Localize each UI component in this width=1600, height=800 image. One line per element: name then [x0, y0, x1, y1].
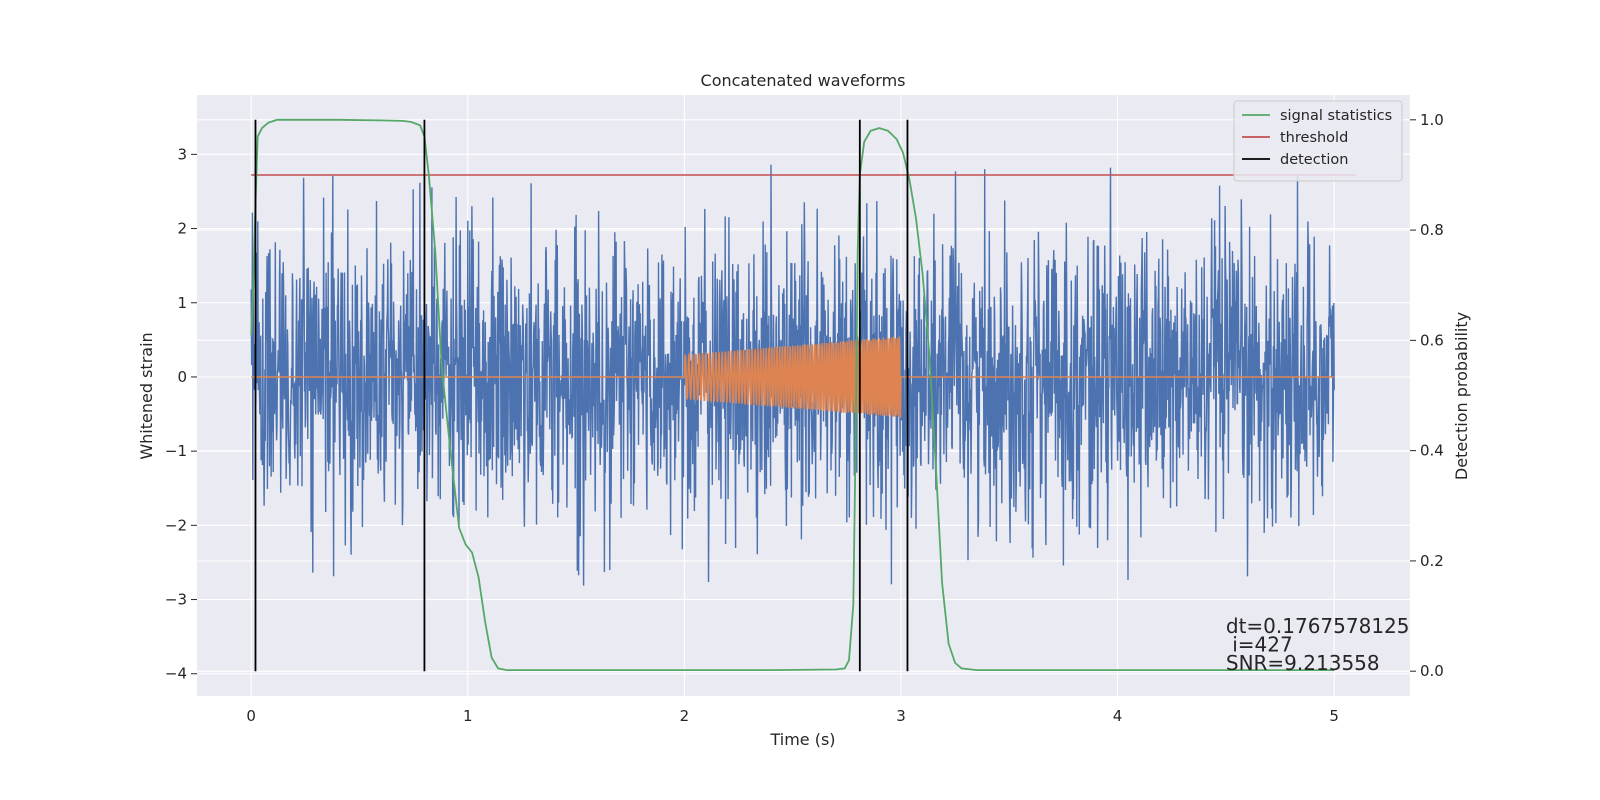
y-tick-label: 0: [177, 368, 187, 386]
y-tick-label: −3: [165, 591, 187, 609]
y-tick-label: −4: [165, 665, 187, 683]
y-tick-label: 3: [177, 145, 187, 163]
chirp-line: [251, 336, 1335, 418]
y-tick-label: −1: [165, 442, 187, 460]
x-tick-label: 1: [463, 707, 473, 725]
x-tick-label: 4: [1113, 707, 1123, 725]
y-tick-label: 2: [177, 220, 187, 238]
chirp-series: [251, 336, 1335, 418]
y2-tick-label: 0.0: [1420, 662, 1444, 680]
y2-axis-ticks: 1.0 0.8 0.6 0.4 0.2 0.0: [1410, 111, 1444, 680]
annotation-text: SNR=9.213558: [1226, 651, 1380, 675]
x-axis-ticks: 0 1 2 3 4 5: [246, 707, 1339, 725]
signal-statistics-line: [250, 118, 1335, 671]
signal-statistics-series: [250, 118, 1335, 671]
x-tick-label: 3: [896, 707, 906, 725]
y2-tick-label: 0.2: [1420, 552, 1444, 570]
chart-title: Concatenated waveforms: [701, 71, 906, 90]
strain-series: [250, 164, 1335, 586]
x-axis-label: Time (s): [769, 730, 835, 749]
y2-tick-label: 1.0: [1420, 111, 1444, 129]
legend-label: detection: [1280, 152, 1348, 168]
legend-box: [1233, 100, 1403, 182]
y2-tick-label: 0.8: [1420, 221, 1444, 239]
y-tick-label: 1: [177, 294, 187, 312]
detection-series: [254, 119, 909, 672]
y-axis-ticks: 3 2 1 0 −1 −2 −3 −4: [165, 145, 197, 683]
y2-tick-label: 0.6: [1420, 331, 1444, 349]
y-tick-label: −2: [165, 516, 187, 534]
legend-label: threshold: [1280, 130, 1348, 146]
annotation-text: i=427: [1226, 632, 1293, 656]
strain-line: [250, 164, 1335, 586]
x-tick-label: 5: [1329, 707, 1339, 725]
x-tick-label: 2: [680, 707, 690, 725]
y-axis-label: Whitened strain: [137, 332, 156, 459]
annotation-text: dt=0.1767578125: [1226, 614, 1410, 638]
x-tick-label: 0: [246, 707, 256, 725]
y2-tick-label: 0.4: [1420, 442, 1444, 460]
y2-axis-label: Detection probability: [1452, 312, 1471, 480]
legend: signal statistics threshold detection: [1233, 100, 1403, 182]
legend-label: signal statistics: [1280, 108, 1392, 124]
